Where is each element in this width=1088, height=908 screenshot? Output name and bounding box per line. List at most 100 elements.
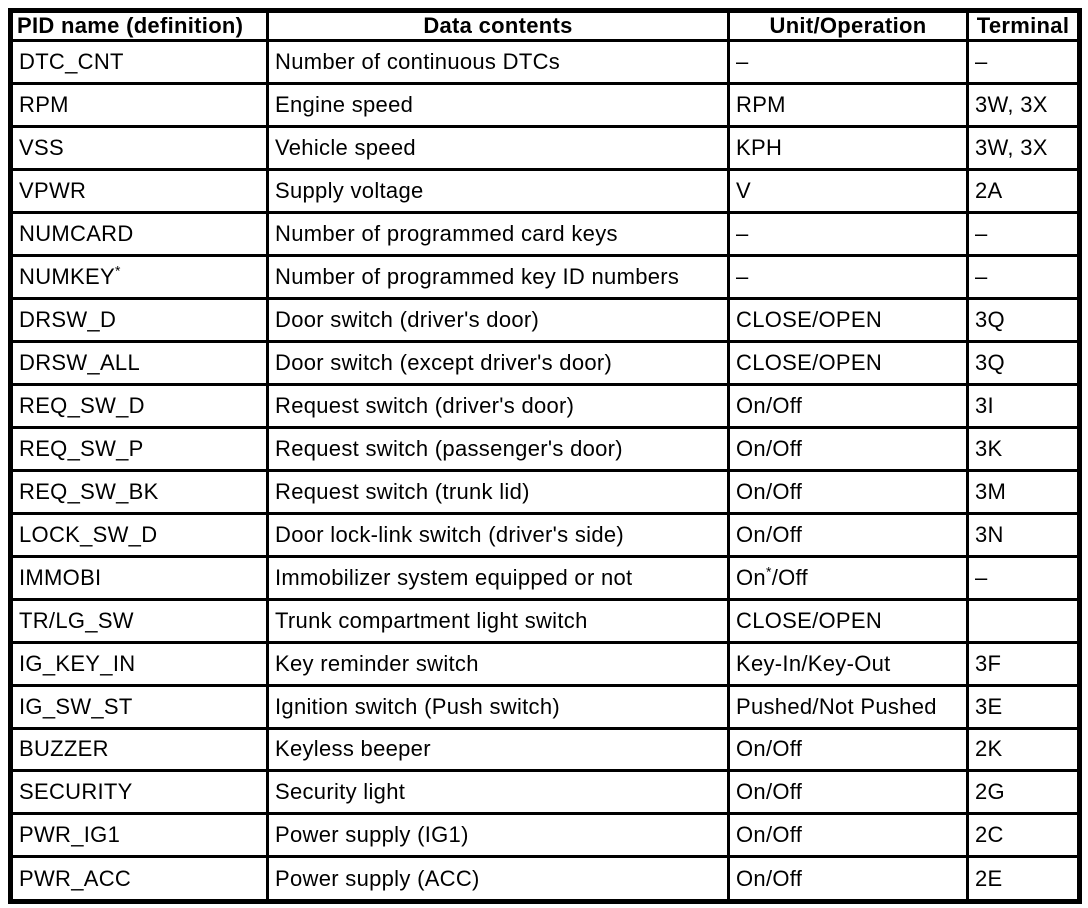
pid-name-cell: DTC_CNT xyxy=(9,39,269,85)
terminal-cell: 3W, 3X xyxy=(966,81,1081,128)
table-row: IG_SW_ST Ignition switch (Push switch) Pus… xyxy=(9,683,1081,730)
pid-name-cell: SECURITY xyxy=(9,769,269,816)
unit-operation-cell: Key-In/Key-Out xyxy=(727,640,969,687)
table-row: DRSW_D Door switch (driver's door) CLOSE/O… xyxy=(9,296,1081,343)
table-row: RPM Engine speed RPM 3W, 3X xyxy=(9,81,1081,128)
unit-operation-cell: CLOSE/OPEN xyxy=(727,339,969,386)
table-header-row: PID name (definition) Data contents Unit… xyxy=(9,9,1081,42)
data-contents-cell: Ignition switch (Push switch) xyxy=(266,683,730,730)
terminal-cell: 2G xyxy=(966,769,1081,816)
terminal-cell xyxy=(966,597,1081,644)
pid-name-cell: BUZZER xyxy=(9,726,269,773)
terminal-cell: 3I xyxy=(966,382,1081,429)
data-contents-cell: Request switch (passenger's door) xyxy=(266,425,730,472)
pid-name-cell: IG_SW_ST xyxy=(9,683,269,730)
pid-name-cell: LOCK_SW_D xyxy=(9,511,269,558)
unit-operation-cell: On/Off xyxy=(727,769,969,816)
pid-name-cell: VSS xyxy=(9,124,269,171)
unit-operation-cell: – xyxy=(727,39,969,85)
terminal-cell: 2C xyxy=(966,812,1081,859)
data-contents-cell: Security light xyxy=(266,769,730,816)
unit-operation-cell: On/Off xyxy=(727,425,969,472)
terminal-cell: – xyxy=(966,210,1081,257)
pid-name-cell: IG_KEY_IN xyxy=(9,640,269,687)
unit-operation-cell: On/Off xyxy=(727,382,969,429)
table-row: REQ_SW_D Request switch (driver's door) On… xyxy=(9,382,1081,429)
unit-operation-cell: – xyxy=(727,253,969,300)
pid-name-cell: NUMCARD xyxy=(9,210,269,257)
pid-name-cell: PWR_IG1 xyxy=(9,812,269,859)
footnote-marker: * xyxy=(114,262,121,279)
data-contents-cell: Key reminder switch xyxy=(266,640,730,687)
terminal-cell: 2A xyxy=(966,167,1081,214)
unit-operation-cell: V xyxy=(727,167,969,214)
data-contents-cell: Request switch (driver's door) xyxy=(266,382,730,429)
unit-operation-cell: On/Off xyxy=(727,855,969,903)
unit-operation-cell: On/Off xyxy=(727,812,969,859)
terminal-cell: 2E xyxy=(966,855,1081,903)
terminal-cell: 3M xyxy=(966,468,1081,515)
data-contents-cell: Door lock-link switch (driver's side) xyxy=(266,511,730,558)
data-contents-cell: Keyless beeper xyxy=(266,726,730,773)
data-contents-cell: Number of programmed key ID numbers xyxy=(266,253,730,300)
terminal-cell: 3Q xyxy=(966,339,1081,386)
unit-operation-cell: On/Off xyxy=(727,468,969,515)
table-row: LOCK_SW_D Door lock-link switch (driver's… xyxy=(9,511,1081,558)
pid-name-cell: REQ_SW_D xyxy=(9,382,269,429)
unit-operation-cell: KPH xyxy=(727,124,969,171)
table-row: DTC_CNT Number of continuous DTCs – – xyxy=(9,39,1081,85)
table-row: REQ_SW_BK Request switch (trunk lid) On/Of… xyxy=(9,468,1081,515)
unit-operation-cell: Pushed/Not Pushed xyxy=(727,683,969,730)
data-contents-cell: Vehicle speed xyxy=(266,124,730,171)
terminal-cell: – xyxy=(966,554,1081,601)
terminal-cell: 3F xyxy=(966,640,1081,687)
table-row: IMMOBI Immobilizer system equipped or not… xyxy=(9,554,1081,601)
table-row: IG_KEY_IN Key reminder switch Key-In/Key-O… xyxy=(9,640,1081,687)
unit-operation-cell: – xyxy=(727,210,969,257)
pid-name-cell: PWR_ACC xyxy=(9,855,269,903)
column-header-unit-operation: Unit/Operation xyxy=(727,9,969,42)
unit-operation-cell: CLOSE/OPEN xyxy=(727,296,969,343)
column-header-data-contents: Data contents xyxy=(266,9,730,42)
terminal-cell: 2K xyxy=(966,726,1081,773)
column-header-terminal: Terminal xyxy=(966,9,1081,42)
terminal-cell: 3K xyxy=(966,425,1081,472)
table-row: NUMKEY* Number of programmed key ID numbe… xyxy=(9,253,1081,300)
pid-name-cell: REQ_SW_BK xyxy=(9,468,269,515)
data-contents-cell: Power supply (IG1) xyxy=(266,812,730,859)
data-contents-cell: Number of continuous DTCs xyxy=(266,39,730,85)
data-contents-cell: Door switch (driver's door) xyxy=(266,296,730,343)
pid-name-cell: IMMOBI xyxy=(9,554,269,601)
unit-operation-cell: On*/Off xyxy=(727,554,969,601)
footnote-marker: * xyxy=(765,563,772,580)
table-row: VPWR Supply voltage V 2A xyxy=(9,167,1081,214)
data-contents-cell: Power supply (ACC) xyxy=(266,855,730,903)
unit-operation-cell: On/Off xyxy=(727,726,969,773)
table-row: DRSW_ALL Door switch (except driver's doo… xyxy=(9,339,1081,386)
pid-name-cell: REQ_SW_P xyxy=(9,425,269,472)
terminal-cell: – xyxy=(966,253,1081,300)
data-contents-cell: Number of programmed card keys xyxy=(266,210,730,257)
column-header-pid-name: PID name (definition) xyxy=(9,9,269,42)
table-body: DTC_CNT Number of continuous DTCs – – RPM Eng… xyxy=(9,39,1081,903)
terminal-cell: 3Q xyxy=(966,296,1081,343)
pid-name-cell: NUMKEY* xyxy=(9,253,269,300)
pid-name-cell: VPWR xyxy=(9,167,269,214)
table-row: PWR_ACC Power supply (ACC) On/Off 2E xyxy=(9,855,1081,903)
data-contents-cell: Trunk compartment light switch xyxy=(266,597,730,644)
data-contents-cell: Engine speed xyxy=(266,81,730,128)
table-row: SECURITY Security light On/Off 2G xyxy=(9,769,1081,816)
terminal-cell: 3E xyxy=(966,683,1081,730)
table-row: TR/LG_SW Trunk compartment light switch CL… xyxy=(9,597,1081,644)
data-contents-cell: Immobilizer system equipped or not xyxy=(266,554,730,601)
data-contents-cell: Supply voltage xyxy=(266,167,730,214)
table-row: NUMCARD Number of programmed card keys – – xyxy=(9,210,1081,257)
table-row: BUZZER Keyless beeper On/Off 2K xyxy=(9,726,1081,773)
pid-name-cell: DRSW_D xyxy=(9,296,269,343)
unit-operation-cell: On/Off xyxy=(727,511,969,558)
unit-operation-cell: RPM xyxy=(727,81,969,128)
terminal-cell: 3W, 3X xyxy=(966,124,1081,171)
pid-data-table: PID name (definition) Data contents Unit… xyxy=(8,8,1082,904)
pid-name-cell: RPM xyxy=(9,81,269,128)
